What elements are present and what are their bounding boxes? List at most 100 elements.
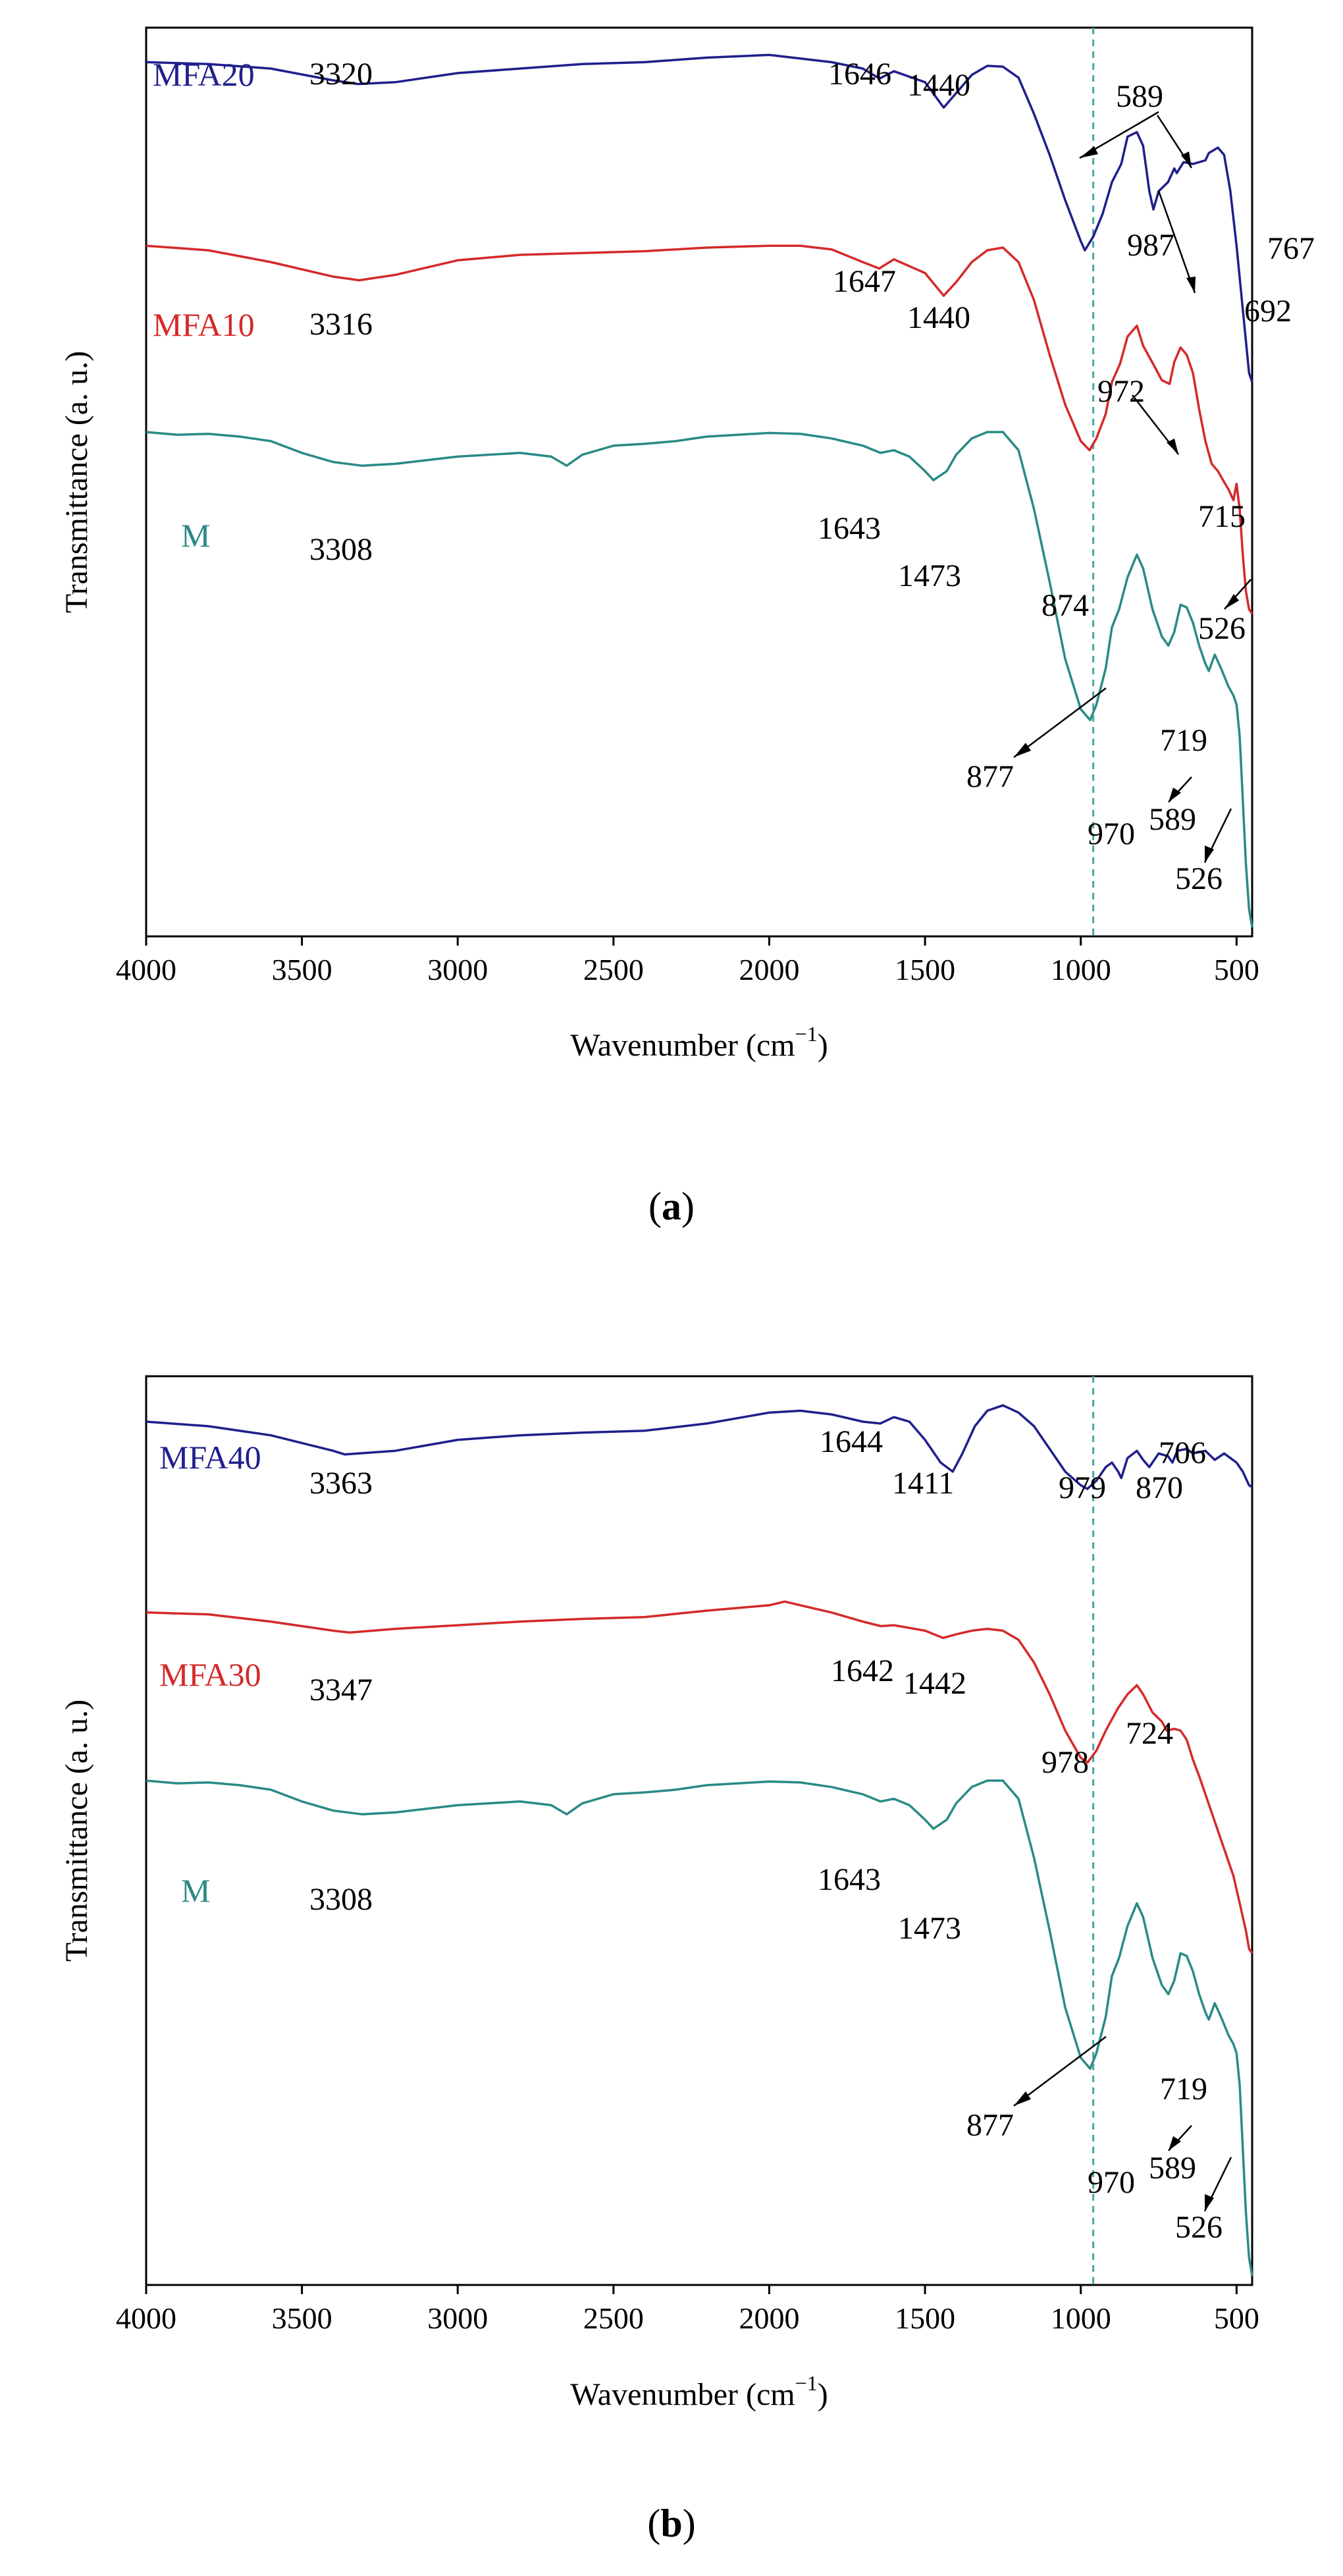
arrowhead <box>1167 439 1178 454</box>
peak-label: 1646 <box>828 57 891 92</box>
arrowhead <box>1014 743 1031 757</box>
peak-label: 715 <box>1198 499 1246 534</box>
series-label-mfa40: MFA40 <box>159 1439 261 1476</box>
peak-label: 1473 <box>898 558 961 593</box>
peak-label: 3308 <box>309 532 373 567</box>
series-line-m-b <box>145 1779 1253 2276</box>
peak-label: 526 <box>1175 861 1223 896</box>
x-tick-label: 4000 <box>116 2301 176 2335</box>
x-tick-label: 3500 <box>272 953 332 986</box>
series-line-m-a <box>145 431 1253 928</box>
arrowhead <box>1181 151 1192 168</box>
peak-label: 3363 <box>309 1466 373 1501</box>
arrowhead <box>1169 788 1181 802</box>
x-tick-label: 500 <box>1214 953 1259 986</box>
x-ticks-b: 4000 3500 3000 2500 2000 1500 1000 500 <box>116 2285 1259 2335</box>
peak-label: 3308 <box>309 1882 373 1917</box>
series-group-b <box>145 1404 1253 2276</box>
x-tick-label: 500 <box>1214 2301 1259 2335</box>
peak-label: 970 <box>1088 817 1135 851</box>
peak-label: 1442 <box>903 1666 966 1701</box>
x-ticks-a: 4000 3500 3000 2500 2000 1500 1000 500 <box>116 936 1259 986</box>
x-tick-label: 2500 <box>583 953 644 986</box>
peak-label: 589 <box>1149 802 1196 837</box>
arrow <box>1013 2036 1107 2106</box>
peak-label: 1440 <box>907 300 970 335</box>
x-axis-label-b: Wavenumber (cm−1) <box>570 2371 828 2412</box>
arrow <box>1013 687 1107 758</box>
peak-label: 987 <box>1127 228 1174 263</box>
x-axis-label-a: Wavenumber (cm−1) <box>570 1022 828 1063</box>
arrow <box>1157 190 1196 294</box>
y-axis-label-a: Transmittance (a. u.) <box>59 351 94 613</box>
peak-label: 1644 <box>820 1424 883 1459</box>
panel-b: 4000 3500 3000 2500 2000 1500 1000 500 Wavenumb… <box>59 1375 1259 2545</box>
peak-label: 978 <box>1041 1745 1089 1780</box>
series-group-a <box>145 53 1253 928</box>
caption-b: (b) <box>647 2502 695 2545</box>
panel-a: 4000 3500 3000 2500 2000 1500 1000 500 Wavenumb… <box>59 26 1315 1228</box>
series-line-mfa10-a <box>145 244 1253 615</box>
peak-label: 874 <box>1041 588 1089 623</box>
series-line-mfa40-b <box>145 1404 1253 1490</box>
x-tick-label: 4000 <box>116 953 176 986</box>
arrowhead <box>1014 2091 1031 2106</box>
series-label-mfa10: MFA10 <box>153 306 255 343</box>
peak-label: 767 <box>1267 231 1315 266</box>
peak-label: 1643 <box>818 511 881 546</box>
peak-label: 706 <box>1159 1436 1206 1470</box>
series-label-m-a: M <box>181 517 210 554</box>
series-line-mfa20-a <box>145 53 1253 383</box>
peak-label: 877 <box>966 759 1014 794</box>
caption-a: (a) <box>648 1185 695 1228</box>
arrowhead <box>1224 594 1239 609</box>
x-tick-label: 2500 <box>583 2301 644 2335</box>
peak-label: 526 <box>1175 2210 1223 2245</box>
peak-label: 3347 <box>309 1673 373 1707</box>
x-tick-label: 3500 <box>272 2301 332 2335</box>
peak-label: 979 <box>1059 1470 1106 1505</box>
plot-frame-b <box>145 1375 1253 2286</box>
x-tick-label: 3000 <box>427 953 488 986</box>
series-label-m-b: M <box>181 1872 210 1909</box>
x-tick-label: 2000 <box>739 2301 799 2335</box>
peak-label: 692 <box>1244 294 1292 329</box>
x-tick-label: 1000 <box>1051 2301 1111 2335</box>
peak-label: 589 <box>1149 2151 1196 2186</box>
x-tick-label: 3000 <box>427 2301 488 2335</box>
peak-label: 1473 <box>898 1911 961 1946</box>
peak-label: 970 <box>1088 2165 1135 2200</box>
peak-label: 1642 <box>831 1653 894 1688</box>
peak-label: 870 <box>1136 1470 1183 1505</box>
peak-label: 3316 <box>309 307 373 342</box>
y-axis-label-b: Transmittance (a. u.) <box>59 1700 94 1962</box>
peak-label: 719 <box>1160 2072 1207 2106</box>
annotation-arrowheads-b <box>1014 2091 1214 2211</box>
series-label-mfa30: MFA30 <box>159 1656 261 1693</box>
peak-label: 877 <box>966 2108 1014 2143</box>
peak-label: 526 <box>1198 611 1246 646</box>
peak-label: 1440 <box>907 68 970 103</box>
series-line-mfa30-b <box>145 1600 1253 1954</box>
arrowhead <box>1080 146 1098 158</box>
plot-frame-a <box>145 26 1253 938</box>
peak-label: 1643 <box>818 1862 881 1897</box>
peak-label: 3320 <box>309 57 373 92</box>
peak-label: 724 <box>1126 1716 1173 1751</box>
peak-label: 972 <box>1097 374 1145 409</box>
annotation-arrowheads-a <box>1014 146 1239 863</box>
peak-label: 719 <box>1160 723 1207 758</box>
x-tick-label: 2000 <box>739 953 799 986</box>
x-tick-label: 1000 <box>1051 953 1111 986</box>
x-tick-label: 1500 <box>895 953 955 986</box>
arrowhead <box>1186 277 1196 293</box>
peak-label: 589 <box>1116 79 1163 114</box>
peak-label: 1647 <box>833 264 896 299</box>
series-label-mfa20: MFA20 <box>153 56 255 93</box>
arrowhead <box>1169 2136 1181 2151</box>
arrowhead <box>1205 845 1214 863</box>
arrowhead <box>1205 2194 1214 2211</box>
x-tick-label: 1500 <box>895 2301 955 2335</box>
